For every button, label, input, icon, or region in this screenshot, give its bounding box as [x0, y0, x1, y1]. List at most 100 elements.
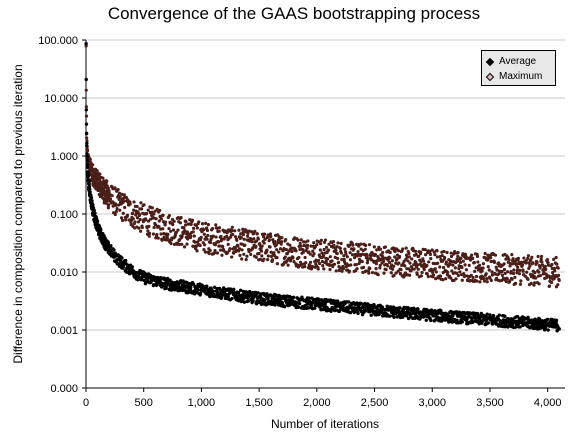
maximum-point [515, 268, 519, 272]
average-point [86, 174, 91, 178]
average-point [348, 310, 353, 315]
maximum-point [331, 239, 336, 244]
average-point [85, 141, 89, 145]
maximum-point [260, 244, 264, 248]
maximum-point [231, 232, 235, 237]
maximum-point [458, 270, 462, 274]
maximum-point [346, 263, 350, 268]
x-tick-label: 2,000 [303, 397, 331, 409]
average-point [236, 291, 241, 295]
maximum-point [136, 220, 141, 224]
maximum-point [310, 264, 314, 269]
maximum-point [486, 265, 490, 269]
maximum-point [404, 246, 408, 250]
maximum-point [481, 266, 485, 270]
maximum-point [191, 226, 196, 230]
maximum-point [483, 251, 487, 256]
average-point [251, 299, 255, 303]
maximum-point [485, 280, 489, 284]
average-point [99, 228, 103, 232]
maximum-point [206, 233, 210, 238]
maximum-point [131, 211, 135, 216]
maximum-point [518, 282, 523, 286]
maximum-point [419, 260, 423, 264]
maximum-point [544, 276, 549, 280]
maximum-point [374, 262, 379, 266]
maximum-point [348, 251, 352, 255]
average-point [465, 317, 469, 321]
maximum-point [294, 249, 298, 253]
average-point [95, 219, 100, 223]
maximum-point [120, 218, 125, 223]
maximum-point [539, 254, 544, 259]
maximum-point [415, 272, 419, 277]
maximum-point [211, 234, 215, 238]
maximum-point [312, 241, 316, 245]
x-tick-label: 500 [135, 397, 153, 409]
maximum-point [319, 238, 323, 242]
maximum-point [297, 255, 301, 260]
maximum-point [367, 243, 372, 247]
y-tick-label: 10.000 [44, 93, 78, 105]
maximum-point [325, 257, 330, 261]
average-point [429, 318, 433, 323]
maximum-point [316, 267, 320, 271]
maximum-point [128, 202, 132, 206]
maximum-point [270, 258, 275, 262]
maximum-point [184, 223, 188, 227]
maximum-point [132, 200, 136, 204]
maximum-point [476, 260, 480, 264]
maximum-point [536, 254, 540, 259]
maximum-point [208, 248, 212, 253]
maximum-point [140, 207, 144, 211]
maximum-point [391, 267, 395, 271]
maximum-point [450, 269, 454, 273]
maximum-point [470, 253, 474, 257]
maximum-point [456, 273, 461, 278]
maximum-point [198, 243, 202, 248]
average-point [130, 265, 134, 269]
maximum-point [430, 248, 434, 252]
maximum-point [436, 261, 440, 265]
average-point [196, 288, 200, 292]
maximum-point [552, 266, 556, 270]
maximum-point [150, 206, 154, 210]
maximum-point [147, 231, 152, 236]
maximum-point [298, 247, 302, 252]
maximum-point [277, 250, 281, 254]
maximum-point [217, 229, 221, 233]
maximum-point [490, 270, 494, 274]
maximum-point [556, 266, 560, 270]
legend: Average Maximum [481, 50, 556, 86]
maximum-point [487, 268, 491, 272]
maximum-point [179, 215, 183, 220]
maximum-point [421, 259, 426, 263]
maximum-point [477, 263, 482, 267]
maximum-point [518, 268, 522, 272]
maximum-point [147, 234, 151, 238]
maximum-point [318, 262, 322, 266]
maximum-point [144, 211, 149, 216]
maximum-point [374, 267, 378, 271]
maximum-point [519, 260, 524, 264]
maximum-point [449, 254, 454, 259]
maximum-point [207, 251, 211, 256]
maximum-point [262, 232, 267, 236]
maximum-point [240, 257, 244, 261]
maximum-point [328, 267, 332, 272]
maximum-point [460, 278, 464, 282]
average-point [263, 298, 267, 302]
maximum-point [398, 254, 402, 259]
maximum-point [235, 238, 239, 242]
maximum-point [386, 264, 390, 268]
average-point [329, 309, 333, 313]
maximum-point [494, 265, 498, 269]
maximum-point [252, 237, 256, 241]
maximum-point [363, 247, 367, 251]
maximum-point [513, 275, 517, 279]
legend-label-maximum: Maximum [499, 71, 543, 82]
maximum-point [316, 258, 321, 263]
maximum-point [463, 274, 467, 278]
maximum-point [199, 235, 203, 239]
maximum-point [236, 244, 240, 248]
